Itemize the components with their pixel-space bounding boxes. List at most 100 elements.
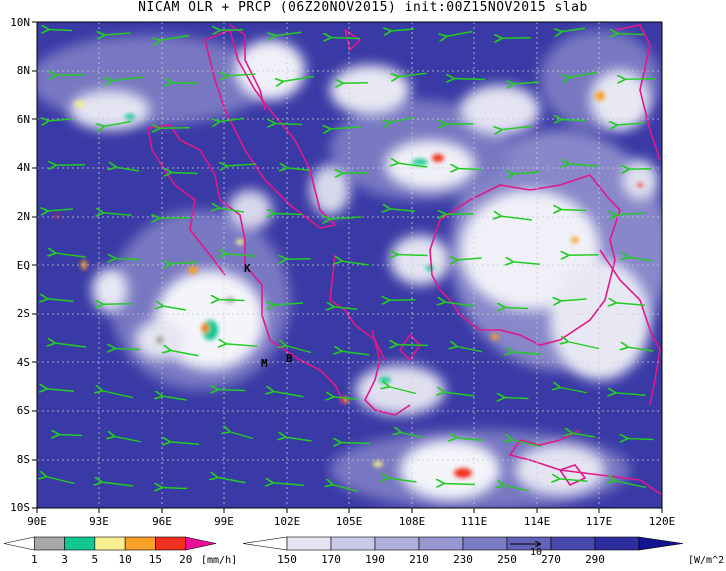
- wind-arrow: [457, 258, 482, 260]
- site-label-m: M: [261, 357, 268, 370]
- colorbar-tick-label: 290: [585, 553, 605, 566]
- wind-arrow: [115, 259, 140, 260]
- wind-arrow: [627, 439, 654, 440]
- wind-vectors: [46, 28, 657, 493]
- wind-arrow: [219, 117, 244, 122]
- wind-arrow: [217, 477, 246, 484]
- wind-arrow: [389, 300, 416, 301]
- wind-arrow: [229, 432, 254, 440]
- wind-arrow: [513, 82, 540, 84]
- wind-arrow: [55, 165, 86, 166]
- lon-label: 90E: [27, 515, 47, 528]
- wind-arrow: [114, 349, 141, 350]
- wind-arrow: [330, 38, 361, 39]
- lat-label: 2N: [16, 210, 30, 223]
- wind-arrow: [341, 351, 370, 356]
- colorbar-tick-label: 15: [148, 553, 163, 566]
- wind-arrow: [571, 433, 596, 438]
- colorbar-tick-label: 230: [453, 553, 473, 566]
- wind-arrow: [628, 169, 653, 170]
- wind-arrow: [511, 440, 542, 448]
- wind-arrow: [456, 346, 483, 353]
- lon-label: 96E: [152, 515, 172, 528]
- wind-arrow: [388, 387, 417, 395]
- olr-field: [37, 22, 662, 508]
- coastline: [147, 24, 662, 496]
- site-label-b: B: [286, 352, 293, 365]
- wind-arrow: [512, 352, 541, 355]
- wind-arrow: [456, 438, 483, 441]
- wind-arrow: [55, 253, 86, 258]
- lon-label: 120E: [648, 515, 676, 528]
- wind-arrow: [340, 443, 371, 444]
- colorbar-tick-label: 1: [30, 553, 38, 566]
- lon-label: 114E: [523, 515, 551, 528]
- wind-arrow: [102, 304, 133, 305]
- wind-arrow: [333, 397, 358, 400]
- wind-arrow: [615, 393, 646, 396]
- wind-arrow: [47, 209, 74, 211]
- wind-arrow: [445, 214, 474, 215]
- wind-arrow: [171, 83, 198, 84]
- wind-arrow: [225, 344, 258, 347]
- colorbar-tick-label: 150: [277, 553, 297, 566]
- wind-arrow: [103, 213, 132, 216]
- wind-arrow: [218, 208, 245, 213]
- wind-arrow: [171, 173, 198, 174]
- wind-arrow: [226, 254, 257, 257]
- lat-label: EQ: [16, 259, 30, 272]
- wind-arrow: [512, 262, 541, 265]
- wind-arrow: [272, 483, 305, 486]
- wind-arrow: [568, 164, 599, 167]
- wind-arrow: [397, 255, 428, 256]
- wind-arrow: [569, 71, 598, 78]
- site-label-k: K: [244, 262, 251, 275]
- colorbar-tick-label: 10: [118, 553, 132, 566]
- wind-arrow: [46, 477, 75, 485]
- wind-arrow: [390, 116, 415, 123]
- wind-arrow: [628, 257, 653, 262]
- lon-label: 111E: [460, 515, 488, 528]
- wind-arrow: [332, 485, 359, 493]
- wind-arrow: [397, 163, 428, 168]
- wind-arrow: [624, 79, 657, 80]
- wind-arrow: [560, 299, 587, 301]
- wind-arrow: [46, 389, 75, 392]
- wind-arrow: [342, 173, 369, 174]
- wind-arrow: [616, 213, 645, 215]
- wind-arrow: [614, 481, 647, 489]
- wind-arrow: [162, 396, 187, 401]
- wind-arrow: [54, 343, 87, 348]
- colorbar-tick-label: 170: [321, 553, 341, 566]
- olr-unit: [W/m^2]: [688, 555, 726, 566]
- colorbar-tick-label: 190: [365, 553, 385, 566]
- wind-arrow: [444, 302, 475, 307]
- wind-arrow: [561, 120, 586, 121]
- lat-label: 2S: [16, 307, 30, 320]
- lat-label: 10N: [10, 16, 30, 29]
- graticule: [37, 22, 662, 508]
- wind-arrow: [275, 31, 302, 36]
- lat-label: 10S: [10, 501, 30, 514]
- wind-arrow: [286, 168, 311, 171]
- wind-arrow: [169, 442, 200, 445]
- wind-arrow: [285, 346, 312, 354]
- wind-arrow: [500, 216, 533, 221]
- wind-arrow: [218, 300, 245, 301]
- map-title: NICAM OLR + PRCP (06Z20NOV2015) init:00Z…: [138, 0, 588, 15]
- wind-arrow: [388, 478, 417, 483]
- wind-arrow: [567, 342, 600, 350]
- lat-label: 6S: [16, 404, 30, 417]
- wind-arrow: [56, 75, 85, 76]
- wind-arrow: [559, 479, 588, 482]
- wind-arrow: [101, 482, 134, 487]
- wind-arrow: [390, 29, 415, 31]
- wind-arrow: [104, 33, 131, 35]
- wind-arrow: [159, 34, 190, 41]
- wind-arrow: [400, 432, 425, 439]
- wind-arrow: [217, 390, 246, 391]
- wind-arrow: [446, 30, 473, 37]
- wind-arrow: [47, 299, 74, 302]
- precip-unit: [mm/h]: [201, 555, 238, 566]
- wind-arrow: [170, 262, 199, 264]
